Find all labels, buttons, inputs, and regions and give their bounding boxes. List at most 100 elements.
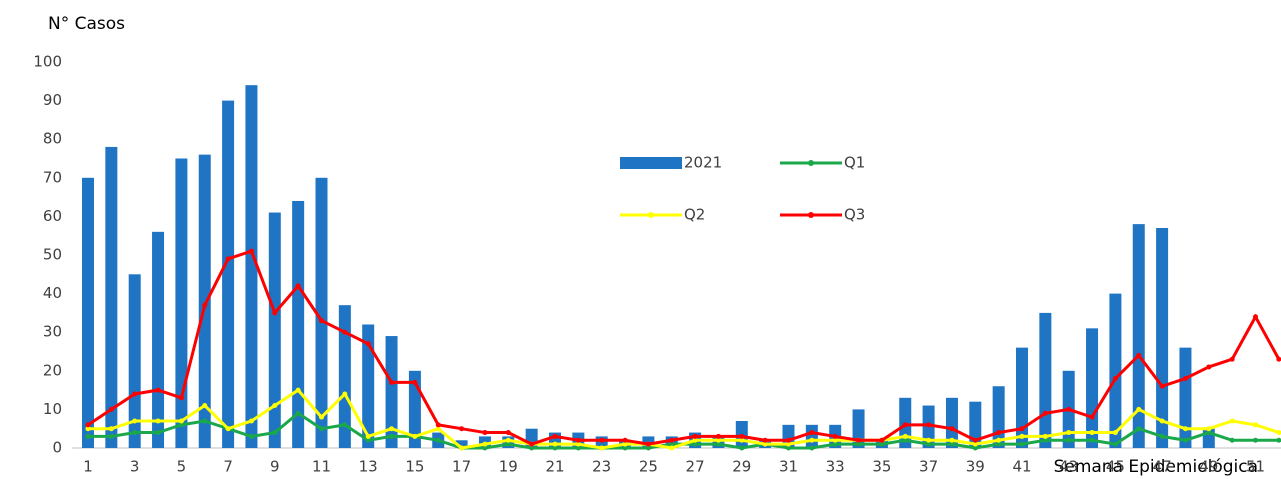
point — [622, 437, 628, 443]
point — [762, 437, 768, 443]
point — [809, 445, 815, 451]
x-tick-label: 19 — [499, 458, 518, 476]
point — [739, 433, 745, 439]
point — [248, 248, 254, 254]
bar — [805, 424, 818, 448]
point — [319, 414, 324, 420]
point — [739, 445, 745, 451]
point — [365, 341, 371, 347]
point — [365, 433, 371, 439]
y-tick-label: 100 — [33, 53, 62, 71]
point — [1229, 418, 1235, 424]
legend-swatch — [620, 157, 682, 169]
point — [389, 426, 395, 432]
point — [692, 433, 698, 439]
point — [926, 437, 932, 443]
point — [1253, 314, 1258, 320]
x-tick-label: 25 — [639, 458, 658, 476]
point — [248, 433, 254, 439]
point — [132, 430, 138, 436]
legend-label: Q2 — [684, 206, 705, 224]
x-tick-label: 3 — [130, 458, 140, 476]
point — [1182, 426, 1188, 432]
point — [669, 445, 675, 451]
point — [225, 426, 231, 432]
point — [1066, 430, 1072, 436]
point — [108, 433, 114, 439]
point — [178, 395, 184, 401]
point — [202, 302, 208, 308]
point — [319, 426, 324, 432]
y-tick-label: 70 — [43, 168, 62, 186]
point — [832, 437, 838, 443]
x-tick-label: 51 — [1246, 458, 1265, 476]
point — [645, 441, 651, 447]
point — [1042, 437, 1048, 443]
point — [902, 437, 908, 443]
point — [996, 441, 1002, 447]
point — [599, 437, 605, 443]
point — [319, 318, 324, 324]
x-tick-label: 11 — [312, 458, 331, 476]
point — [996, 437, 1002, 443]
point — [762, 441, 768, 447]
point — [1019, 426, 1025, 432]
point — [342, 391, 348, 397]
point — [1136, 406, 1142, 412]
point — [1159, 418, 1165, 424]
point — [85, 426, 91, 432]
point — [1253, 437, 1258, 443]
point — [482, 445, 488, 451]
x-tick-label: 5 — [177, 458, 187, 476]
point — [389, 433, 395, 439]
point — [342, 422, 348, 428]
point — [365, 437, 371, 443]
legend-label: Q3 — [844, 206, 865, 224]
bar — [245, 85, 258, 448]
point — [202, 418, 208, 424]
point — [575, 445, 581, 451]
y-tick-label: 90 — [43, 91, 62, 109]
point — [108, 406, 114, 412]
point — [552, 433, 558, 439]
point — [272, 403, 278, 409]
legend-label: 2021 — [684, 154, 722, 172]
point — [575, 437, 581, 443]
line — [87, 249, 1281, 446]
point — [342, 329, 348, 335]
point — [155, 387, 161, 393]
point — [809, 430, 815, 436]
point — [1136, 426, 1142, 432]
bar — [175, 158, 188, 448]
point — [552, 445, 558, 451]
point — [972, 437, 978, 443]
point — [972, 445, 978, 451]
point — [715, 433, 721, 439]
bar — [1016, 347, 1028, 448]
x-tick-label: 9 — [270, 458, 280, 476]
point — [809, 437, 815, 443]
point — [1276, 356, 1281, 362]
point — [1019, 433, 1025, 439]
point — [155, 418, 161, 424]
point — [178, 418, 184, 424]
y-tick-label: 0 — [52, 439, 62, 457]
point — [272, 310, 278, 316]
x-tick-label: 39 — [966, 458, 985, 476]
point — [1112, 430, 1118, 436]
x-tick-label: 43 — [1059, 458, 1078, 476]
point — [482, 441, 488, 447]
point — [132, 391, 138, 397]
point — [622, 445, 628, 451]
point — [389, 379, 395, 385]
legend-swatch — [808, 212, 814, 218]
point — [1089, 414, 1095, 420]
point — [786, 441, 791, 447]
point — [1159, 383, 1165, 389]
point — [599, 445, 605, 451]
legend-label: Q1 — [844, 154, 865, 172]
bar — [292, 200, 305, 448]
bar — [105, 146, 118, 449]
point — [1112, 441, 1118, 447]
bar — [1109, 293, 1122, 448]
